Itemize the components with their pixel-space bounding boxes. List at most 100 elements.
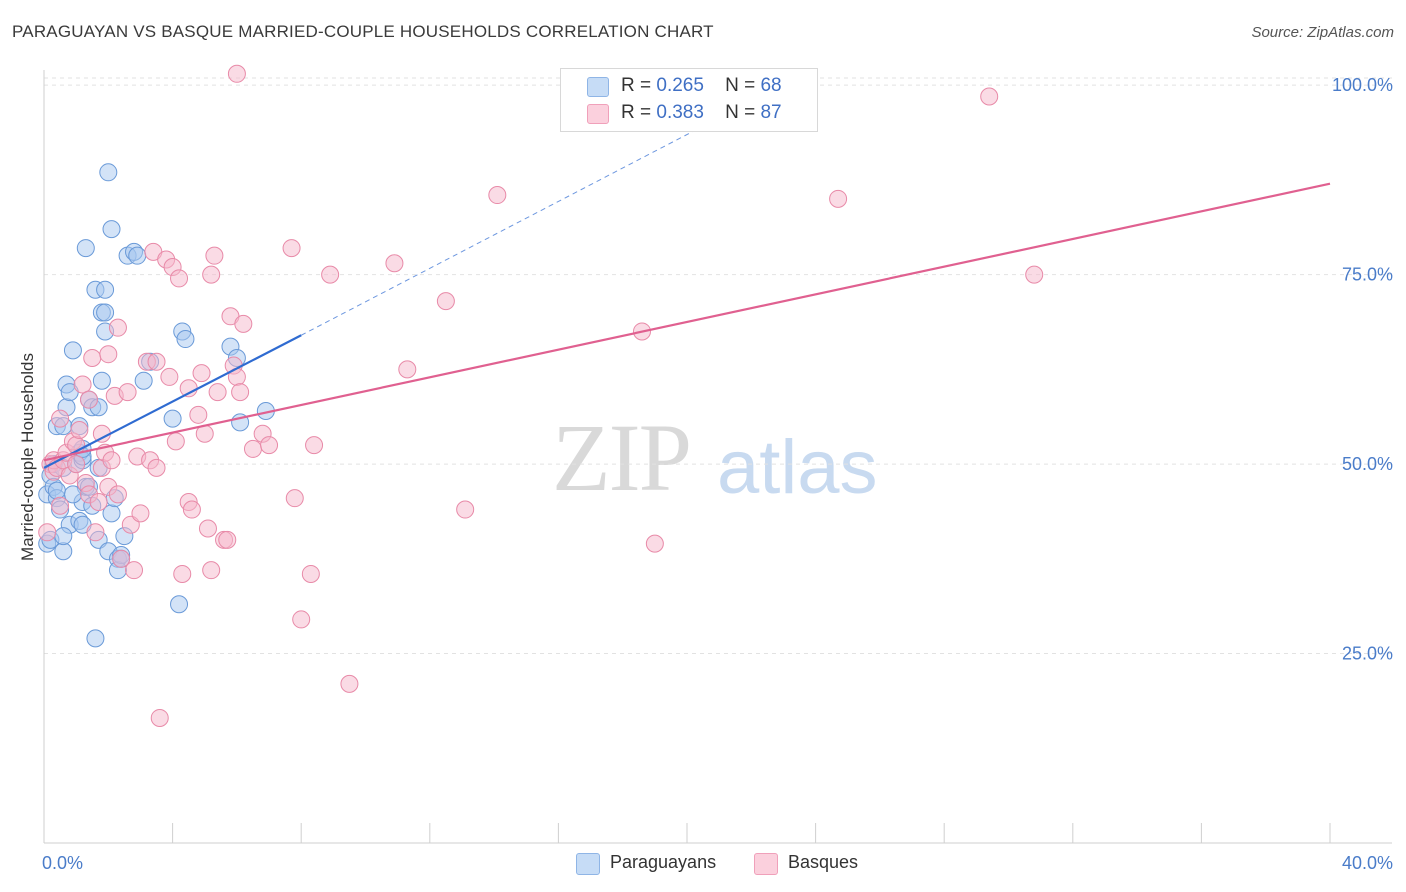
basque-point <box>645 534 664 553</box>
basque-point <box>829 189 848 208</box>
basque-point <box>202 265 221 284</box>
paraguayan-trend-extension <box>300 92 768 336</box>
basque-point <box>108 318 127 337</box>
source-label: Source: ZipAtlas.com <box>1251 24 1394 41</box>
basque-point <box>340 674 359 693</box>
basque-point <box>99 345 118 364</box>
paraguayan-point <box>86 629 105 648</box>
basque-point <box>170 269 189 288</box>
basque-point <box>86 523 105 542</box>
basque-point <box>292 610 311 629</box>
legend-swatch-paraguayans <box>587 77 609 97</box>
basque-point <box>980 87 999 106</box>
paraguayan-point <box>163 409 182 428</box>
y-tick-label: 100.0% <box>1332 75 1393 95</box>
paraguayan-point <box>170 595 189 614</box>
paraguayan-point <box>99 163 118 182</box>
basque-point <box>205 246 224 265</box>
basque-point <box>147 458 166 477</box>
stats-legend: R = 0.265 N = 68 R = 0.383 N = 87 <box>560 68 818 132</box>
basque-point <box>147 352 166 371</box>
legend-swatch-basques <box>587 104 609 124</box>
y-axis-label: Married-couple Households <box>18 353 37 561</box>
basque-point <box>89 492 108 511</box>
legend-r-label: R = <box>621 75 652 96</box>
basque-point <box>218 530 237 549</box>
basque-point <box>301 564 320 583</box>
paraguayan-point <box>76 239 95 258</box>
basque-point <box>398 360 417 379</box>
basque-point <box>118 383 137 402</box>
basque-point <box>231 383 250 402</box>
paraguayan-point <box>176 330 195 349</box>
basque-point <box>108 485 127 504</box>
basque-point <box>321 265 340 284</box>
legend-r-label: R = <box>621 102 652 123</box>
chart-title: PARAGUAYAN VS BASQUE MARRIED-COUPLE HOUS… <box>12 22 714 41</box>
basque-point <box>166 432 185 451</box>
paraguayan-point <box>96 303 115 322</box>
basque-point <box>456 500 475 519</box>
legend-n-label: N = <box>725 75 756 96</box>
basque-point <box>160 367 179 386</box>
basque-point <box>202 561 221 580</box>
basque-point <box>112 549 131 568</box>
y-tick-label: 75.0% <box>1342 265 1393 285</box>
basque-point <box>51 409 70 428</box>
legend-n-value: 68 <box>760 75 782 96</box>
basque-point <box>282 239 301 258</box>
basque-point <box>305 436 324 455</box>
basque-point <box>131 504 150 523</box>
watermark-atlas: atlas <box>717 425 878 510</box>
paraguayan-point <box>128 246 147 265</box>
basque-point <box>80 390 99 409</box>
paraguayan-point <box>92 371 111 390</box>
y-tick-label: 50.0% <box>1342 454 1393 474</box>
basque-point <box>488 186 507 205</box>
basque-trend-line <box>43 182 1331 462</box>
basque-point <box>227 64 246 83</box>
basque-point <box>125 561 144 580</box>
paraguayan-point <box>54 527 73 546</box>
basque-point <box>243 439 262 458</box>
basque-point <box>192 364 211 383</box>
basque-point <box>73 375 92 394</box>
legend-n-value: 87 <box>760 102 782 123</box>
paraguayan-point <box>96 280 115 299</box>
watermark-zip: ZIP <box>552 404 692 511</box>
paraguayan-point <box>63 341 82 360</box>
paraguayan-point <box>102 220 121 239</box>
basque-point <box>436 292 455 311</box>
basque-point <box>173 564 192 583</box>
grid-lines <box>44 77 1392 655</box>
x-tick-label: 0.0% <box>42 853 83 873</box>
basque-point <box>260 436 279 455</box>
paraguayan-trend-line <box>43 334 302 469</box>
basque-point <box>38 523 57 542</box>
basque-point <box>102 451 121 470</box>
paraguayan-point <box>54 542 73 561</box>
basque-point <box>70 420 89 439</box>
basque-point <box>51 496 70 515</box>
basque-point <box>285 489 304 508</box>
y-tick-label: 25.0% <box>1342 644 1393 664</box>
basque-point <box>208 383 227 402</box>
legend-r-value: 0.265 <box>656 75 704 96</box>
bottom-legend-label-paraguayans: Paraguayans <box>610 852 717 872</box>
axes <box>43 70 1392 844</box>
bottom-legend-label-basques: Basques <box>788 852 859 872</box>
paraguayan-point <box>47 481 66 500</box>
bottom-legend-swatch-basques <box>754 853 778 875</box>
data-points <box>38 64 1044 727</box>
basque-point <box>67 455 86 474</box>
basque-point <box>189 405 208 424</box>
tick-labels: 25.0% 50.0% 75.0% 100.0% 0.0% 40.0% Married-co… <box>18 75 1393 873</box>
x-tick-label: 40.0% <box>1342 853 1393 873</box>
bottom-legend-swatch-paraguayans <box>576 853 600 875</box>
basque-point <box>83 348 102 367</box>
basque-point <box>385 254 404 273</box>
basque-point <box>1025 265 1044 284</box>
trend-lines <box>43 92 1331 469</box>
basque-point <box>234 314 253 333</box>
